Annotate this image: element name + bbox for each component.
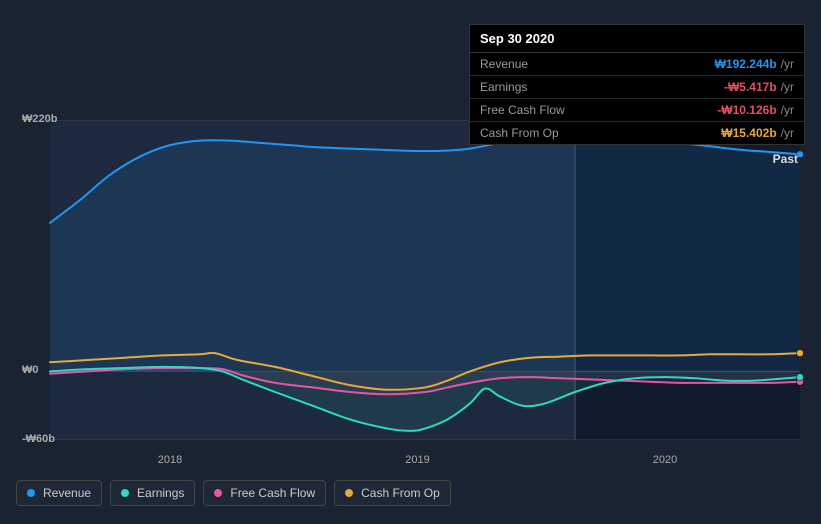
- y-axis-tick: -₩60b: [22, 433, 55, 445]
- legend-dot: [214, 489, 222, 497]
- tooltip-row: Cash From Op₩15.402b/yr: [470, 122, 804, 144]
- legend-item-revenue[interactable]: Revenue: [16, 480, 102, 506]
- y-axis-tick: ₩0: [22, 364, 39, 376]
- tooltip-date: Sep 30 2020: [470, 25, 804, 53]
- tooltip-metric-value: ₩192.244b: [715, 57, 777, 71]
- tooltip-metric-value: -₩10.126b: [717, 103, 776, 117]
- tooltip-metric-suffix: /yr: [781, 126, 794, 140]
- financials-chart: Past ₩220b₩0-₩60b 201820192020: [16, 120, 804, 460]
- legend-label: Earnings: [137, 486, 184, 500]
- x-axis-tick: 2018: [158, 454, 182, 466]
- chart-tooltip: Sep 30 2020 Revenue₩192.244b/yrEarnings-…: [469, 24, 805, 145]
- legend-dot: [345, 489, 353, 497]
- tooltip-metric-label: Earnings: [480, 80, 724, 94]
- x-axis-tick: 2020: [653, 454, 677, 466]
- legend-item-cash-from-op[interactable]: Cash From Op: [334, 480, 451, 506]
- tooltip-row: Earnings-₩5.417b/yr: [470, 76, 804, 99]
- legend-label: Free Cash Flow: [230, 486, 315, 500]
- tooltip-metric-suffix: /yr: [781, 80, 794, 94]
- x-axis-tick: 2019: [405, 454, 429, 466]
- tooltip-metric-label: Cash From Op: [480, 126, 721, 140]
- tooltip-metric-label: Free Cash Flow: [480, 103, 717, 117]
- tooltip-metric-label: Revenue: [480, 57, 715, 71]
- tooltip-row: Revenue₩192.244b/yr: [470, 53, 804, 76]
- tooltip-metric-suffix: /yr: [781, 103, 794, 117]
- legend-item-free-cash-flow[interactable]: Free Cash Flow: [203, 480, 326, 506]
- chart-svg: [16, 120, 804, 440]
- legend-label: Cash From Op: [361, 486, 440, 500]
- y-axis-tick: ₩220b: [22, 113, 57, 125]
- past-period-label: Past: [773, 152, 798, 166]
- tooltip-row: Free Cash Flow-₩10.126b/yr: [470, 99, 804, 122]
- legend-label: Revenue: [43, 486, 91, 500]
- legend-item-earnings[interactable]: Earnings: [110, 480, 195, 506]
- legend-dot: [121, 489, 129, 497]
- chart-legend: Revenue Earnings Free Cash Flow Cash From O…: [16, 480, 451, 506]
- tooltip-metric-value: ₩15.402b: [721, 126, 776, 140]
- tooltip-metric-suffix: /yr: [781, 57, 794, 71]
- legend-dot: [27, 489, 35, 497]
- tooltip-metric-value: -₩5.417b: [724, 80, 777, 94]
